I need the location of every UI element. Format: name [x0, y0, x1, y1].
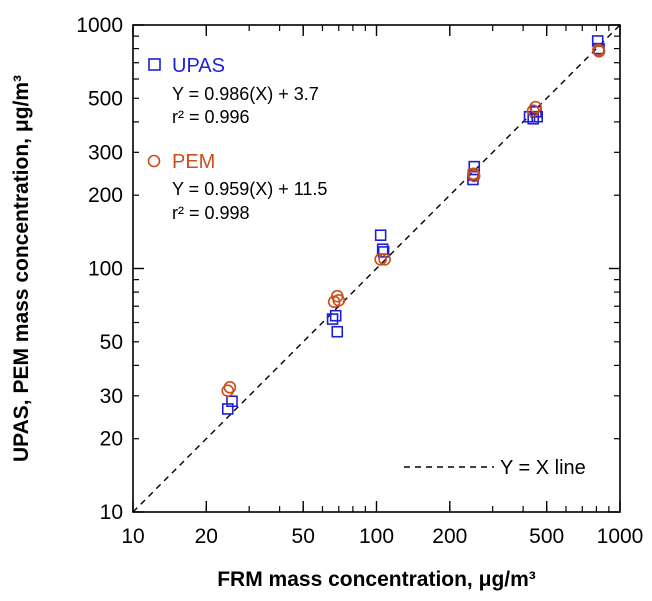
x-tick-label: 1000 — [597, 525, 644, 548]
y-tick-label: 50 — [100, 331, 123, 354]
pem-point — [223, 381, 237, 394]
pem-point — [332, 294, 346, 307]
y-tick-label: 200 — [88, 184, 123, 207]
pem-point — [526, 104, 540, 117]
legend-pem-marker — [147, 154, 161, 168]
upas-point — [331, 325, 344, 338]
legend-upas-equation: Y = 0.986(X) + 3.7 — [172, 84, 319, 104]
pem-point — [592, 44, 606, 58]
x-tick-label: 20 — [195, 525, 218, 548]
legend-upas-name: UPAS — [172, 55, 225, 77]
legend-upas-marker — [148, 58, 161, 71]
y-tick-label: 100 — [88, 258, 123, 281]
legend-upas-r2: r² = 0.996 — [172, 107, 250, 127]
x-axis-title: FRM mass concentration, μg/m³ — [217, 568, 536, 591]
y-tick-label: 30 — [100, 385, 123, 408]
pem-point — [467, 169, 481, 183]
y-tick-label: 300 — [88, 141, 123, 164]
x-tick-label: 200 — [432, 525, 467, 548]
y-tick-label: 20 — [100, 428, 123, 451]
upas-point — [374, 229, 387, 242]
pem-point — [378, 253, 391, 266]
y-tick-label: 1000 — [76, 14, 123, 37]
upas-point — [326, 313, 339, 325]
pem-point — [529, 100, 542, 114]
upas-point — [329, 309, 342, 322]
x-tick-label: 50 — [292, 525, 315, 548]
x-tick-label: 10 — [121, 525, 144, 548]
x-tick-label: 500 — [529, 525, 564, 548]
pem-point — [374, 253, 387, 266]
upas-point — [377, 246, 390, 258]
legend-pem-equation: Y = 0.959(X) + 11.5 — [172, 179, 327, 199]
upas-point — [226, 395, 238, 408]
y-tick-label: 10 — [100, 501, 123, 524]
upas-point — [468, 160, 481, 173]
upas-point — [527, 112, 539, 125]
x-tick-label: 100 — [359, 525, 394, 548]
legend-pem-r2: r² = 0.998 — [172, 203, 250, 223]
legend-pem-name: PEM — [172, 151, 215, 173]
y-axis-title: UPAS, PEM mass concentration, μg/m³ — [10, 75, 33, 462]
legend-reference-label: Y = X line — [500, 457, 586, 479]
y-tick-label: 500 — [88, 87, 123, 110]
